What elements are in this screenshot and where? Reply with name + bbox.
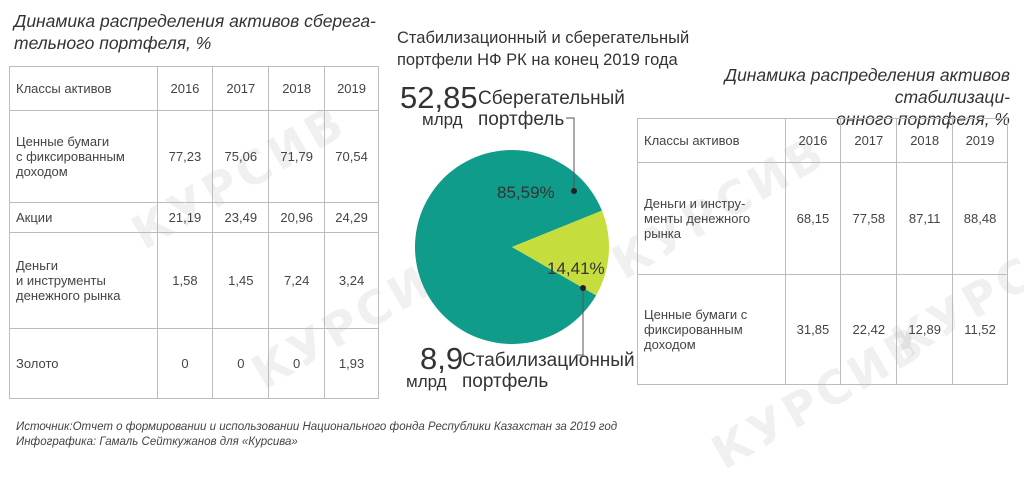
left-table-title: Динамика распределения активов сберега- … [14,11,376,53]
cell-value: 77,58 [840,162,898,275]
chart-title: Стабилизационный и сберегательный портфе… [397,29,690,69]
asset-class-label: Деньги и инстру-менты денежного рынка [637,162,786,275]
header-year: 2018 [896,118,954,163]
cell-value: 68,15 [784,162,842,275]
cell-value: 0 [212,328,270,399]
pie-slice-savings [415,150,602,345]
stabilization-label: Стабилизационный портфель [462,350,635,392]
cell-value: 12,89 [896,274,954,385]
cell-value: 77,23 [156,110,214,203]
asset-class-label: Ценные бумаги с фиксированным доходом [9,110,158,203]
cell-value: 0 [268,328,326,399]
header-year: 2016 [784,118,842,163]
stabilization-leader [576,288,584,356]
header-year: 2017 [840,118,898,163]
stabilization-leader-dot [580,285,586,291]
header-asset-class: Классы активов [9,66,158,111]
cell-value: 11,52 [952,274,1008,385]
cell-value: 1,58 [156,232,214,329]
stabilization-portfolio-table: Классы активов 2016 2017 2018 2019 Деньги и и… [637,118,1008,385]
cell-value: 75,06 [212,110,270,203]
cell-value: 7,24 [268,232,326,329]
cell-value: 31,85 [784,274,842,385]
table-row: Акции 21,19 23,49 20,96 24,29 [9,202,379,233]
cell-value: 1,45 [212,232,270,329]
cell-value: 23,49 [212,202,270,233]
cell-value: 3,24 [324,232,379,329]
savings-leader-dot [571,188,577,194]
cell-value: 21,19 [156,202,214,233]
savings-amount: 52,85 [400,80,478,115]
credit-note: Инфографика: Гамаль Сейткужанов для «Кур… [16,436,298,448]
asset-class-label: Золото [9,328,158,399]
source-note: Источник:Отчет о формировании и использо… [16,421,618,433]
pie-label-stabilization: 14,41% [547,259,605,278]
asset-class-label: Акции [9,202,158,233]
table-row: Золото 0 0 0 1,93 [9,328,379,399]
table-row: Деньги и инструменты денежного рынка 1,58 1,… [9,232,379,329]
savings-unit: млрд [422,110,463,129]
table-row: Ценные бумаги с фиксированным доходом 77,23… [9,110,379,203]
pie-slice-stabilization [512,210,609,296]
header-year: 2019 [952,118,1008,163]
cell-value: 88,48 [952,162,1008,275]
header-asset-class: Классы активов [637,118,786,163]
cell-value: 1,93 [324,328,379,399]
savings-portfolio-table: Классы активов 2016 2017 2018 2019 Ценные бум… [9,66,379,399]
asset-class-label: Ценные бумаги с фиксированным доходом [637,274,786,385]
stabilization-unit: млрд [406,372,447,391]
stabilization-amount: 8,9 [420,341,464,376]
savings-label: Сберегательный портфель [478,88,625,130]
cell-value: 22,42 [840,274,898,385]
table-header-row: Классы активов 2016 2017 2018 2019 [637,118,1008,163]
cell-value: 71,79 [268,110,326,203]
asset-class-label: Деньги и инструменты денежного рынка [9,232,158,329]
header-year: 2018 [268,66,326,111]
table-header-row: Классы активов 2016 2017 2018 2019 [9,66,379,111]
table-row: Деньги и инстру-менты денежного рынка 68,1… [637,162,1008,275]
cell-value: 70,54 [324,110,379,203]
header-year: 2019 [324,66,379,111]
cell-value: 0 [156,328,214,399]
pie-label-savings: 85,59% [497,183,555,202]
header-year: 2017 [212,66,270,111]
cell-value: 24,29 [324,202,379,233]
header-year: 2016 [156,66,214,111]
table-row: Ценные бумаги с фиксированным доходом 31,85… [637,274,1008,385]
cell-value: 87,11 [896,162,954,275]
cell-value: 20,96 [268,202,326,233]
